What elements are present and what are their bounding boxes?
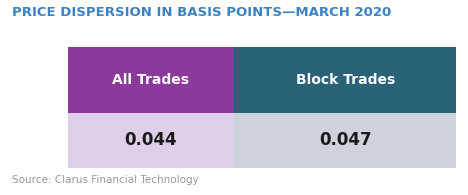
Bar [234,113,456,168]
Text: Source: Clarus Financial Technology: Source: Clarus Financial Technology [12,175,198,185]
Text: Block Trades: Block Trades [295,73,395,87]
Bar [68,47,234,113]
Text: All Trades: All Trades [112,73,190,87]
Bar [234,47,456,113]
Text: PRICE DISPERSION IN BASIS POINTS—MARCH 2020: PRICE DISPERSION IN BASIS POINTS—MARCH 2… [12,6,391,19]
Text: 0.044: 0.044 [124,131,177,149]
Bar [68,113,234,168]
Text: 0.047: 0.047 [319,131,372,149]
